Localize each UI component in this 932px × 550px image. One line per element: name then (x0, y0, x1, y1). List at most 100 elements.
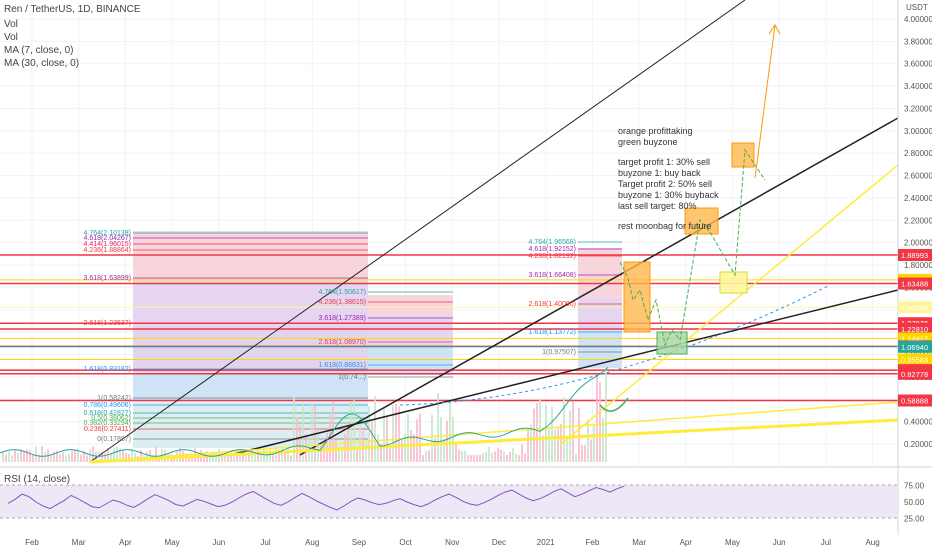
price-tick-label: 0.40000 (904, 418, 932, 427)
time-tick-label: Apr (119, 538, 132, 547)
volume-bar (221, 453, 223, 462)
fib-zone-low (133, 400, 368, 448)
volume-bar (29, 450, 31, 462)
price-tag-label: 1.14417 (901, 334, 928, 343)
ma7-legend[interactable]: MA (7, close, 0) (4, 45, 74, 56)
volume-bar (11, 455, 13, 462)
buy-zone-2 (719, 271, 748, 294)
volume-bar (503, 451, 505, 462)
volume-bar (14, 450, 16, 462)
ma30-projection (399, 284, 831, 406)
volume-bar (38, 454, 40, 462)
volume-bar (356, 447, 358, 462)
fib-zone-purple (133, 281, 368, 328)
price-tick-label: 0.20000 (904, 440, 932, 449)
volume-bar (425, 451, 427, 462)
note-line-7: last sell target: 80% (618, 201, 697, 211)
time-axis[interactable]: Feb Mar Apr May Jun Jul Aug Sep Oct Nov Dec 2021 Feb… (25, 538, 880, 547)
fib-zone3-blue (578, 330, 622, 368)
volume-bar (494, 451, 496, 462)
volume-bar (107, 448, 109, 462)
fib-level-label: 4.236(1.38615) (319, 299, 366, 306)
price-tag-label: 1.22810 (901, 325, 928, 334)
price-tick-label: 4.00000 (904, 15, 932, 24)
volume-bar (86, 455, 88, 462)
volume-bar (473, 454, 475, 462)
rsi-legend[interactable]: RSI (14, close) (4, 474, 71, 485)
volume-bar (98, 451, 100, 462)
volume-bar (302, 403, 304, 462)
volume-bar (209, 455, 211, 462)
price-tag-label: 1.06940 (901, 343, 928, 352)
price-tick-label: 2.40000 (904, 194, 932, 203)
volume-bar (44, 451, 46, 462)
volume-bar (284, 450, 286, 462)
volume-bar (374, 396, 376, 462)
volume-bar (575, 453, 577, 462)
fib-level-label: 4.764(1.50617) (319, 289, 366, 296)
volume-bar (248, 449, 250, 462)
price-axis[interactable]: 4.00000 3.80000 3.60000 3.40000 3.20000 3.000… (904, 15, 932, 449)
fib-level-label: 3.618(1.27389) (319, 315, 366, 322)
price-tick-label: 3.40000 (904, 82, 932, 91)
price-tag-label: 0.95583 (901, 355, 928, 364)
volume-bar (545, 405, 547, 462)
volume-bar (17, 453, 19, 462)
profit-zone-3 (731, 142, 755, 168)
time-tick-label: Jun (212, 538, 225, 547)
volume-bar (5, 454, 7, 462)
volume-bar (401, 440, 403, 462)
price-tick-label: 2.20000 (904, 216, 932, 225)
fib-level-label: 2.618(1.23537) (84, 320, 131, 327)
fib-level-label: 4.618(1.92152) (529, 246, 576, 253)
ma30-legend[interactable]: MA (30, close, 0) (4, 58, 80, 69)
rsi-tick-label: 50.00 (904, 498, 925, 507)
volume-bar (500, 449, 502, 462)
volume-bar (62, 452, 64, 462)
fibonacci-extension-zones (133, 231, 622, 448)
fib-level-label: 0.5(0.38062) (91, 415, 131, 422)
volume-bar (197, 454, 199, 462)
volume-bar (320, 445, 322, 462)
time-tick-label: Jul (260, 538, 270, 547)
volume-bar (518, 454, 520, 462)
time-tick-label: May (165, 538, 180, 547)
volume-bar (599, 382, 601, 462)
volume-bar (497, 448, 499, 462)
vol-legend-1[interactable]: Vol (4, 19, 18, 30)
note-line-1: orange profittaking (618, 126, 693, 136)
volume-bar (485, 451, 487, 462)
fib-zone-upper (133, 231, 368, 281)
symbol-title[interactable]: Ren / TetherUS, 1D, BINANCE (4, 4, 141, 15)
fib-zone3-purple (578, 298, 622, 330)
fib-level-label: 1(0.74...) (338, 374, 366, 381)
volume-bar (155, 447, 157, 462)
volume-bar (245, 454, 247, 462)
trendline-steep (89, 0, 746, 463)
time-tick-label: 2021 (537, 538, 555, 547)
volume-bar (281, 448, 283, 462)
vol-legend-2[interactable]: Vol (4, 32, 18, 43)
support-line-yellow (89, 418, 899, 464)
buy-zone-1 (656, 331, 688, 355)
volume-bar (521, 444, 523, 462)
time-tick-label: May (725, 538, 740, 547)
volume-bar (338, 448, 340, 462)
fib-level-label: 1.618(0.83182) (84, 366, 131, 373)
volume-bar (269, 449, 271, 462)
fib-level-label: 4.414(1.96015) (84, 241, 131, 248)
volume-bar (455, 442, 457, 462)
time-tick-label: Mar (72, 538, 86, 547)
fib-zone-blue (133, 372, 368, 400)
note-line-6: buyzone 1: 30% buyback (618, 190, 719, 200)
volume-bar (446, 420, 448, 462)
volume-bar (380, 443, 382, 462)
volume-bar (74, 449, 76, 462)
fib-level-label: 4.764(2.10138) (84, 230, 131, 237)
volume-bar (35, 446, 37, 462)
fib-level-label: 3.618(1.66408) (529, 272, 576, 279)
fib-zone2-purple (368, 315, 453, 345)
volume-bar (236, 451, 238, 462)
volume-bar (563, 397, 565, 462)
